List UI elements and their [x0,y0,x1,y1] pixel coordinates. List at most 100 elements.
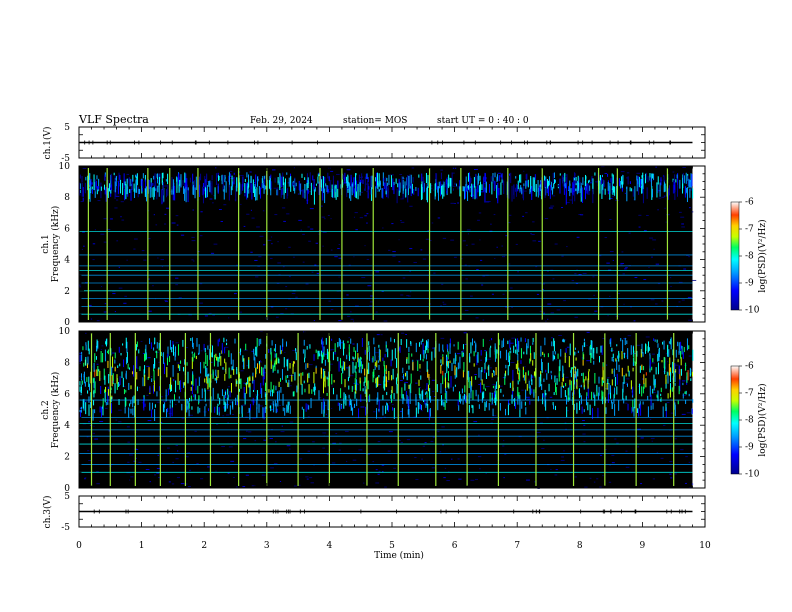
ch1-spectrogram-emission [574,185,576,202]
ch1-spectrogram-noise [536,293,539,295]
ch1-spectrogram-emission [656,182,658,198]
ch2-spectrogram-emission [315,349,317,353]
ch2-spectrogram-emission [669,372,671,383]
ch1-spectrogram-emission [192,173,194,182]
ch2-spectrogram-emission [468,377,470,389]
ch1-spectrogram-noise [334,256,338,258]
ch1-spectrogram-noise [672,171,675,173]
ch1-spectrogram-noise [100,233,105,235]
ch2-spectrogram-emission [473,363,475,367]
ch2-spectrogram-emission [367,380,369,390]
ch1-spectrogram-noise [547,303,552,305]
ch2-spectrogram-emission [357,353,359,363]
ch1-spectrogram-emission [200,173,202,181]
ch1-spectrogram-noise [359,217,363,219]
ch1-spectrogram-noise [148,238,151,240]
ch1-spectrogram-emission [554,179,556,183]
ch2-spectrogram-emission [448,383,450,389]
ch2-spectrogram-emission [467,370,469,380]
ch2-spectrogram-emission [652,388,654,394]
ch2-spectrogram-noise [444,467,447,469]
ch2-spectrogram-emission [334,351,336,355]
ch2-spectrogram-emission [412,361,414,371]
ch2-spectrogram-noise [534,481,536,483]
ch1-spectrogram-noise [688,207,691,209]
ch2-spectrogram-emission [491,373,493,378]
ch2-spectrogram-emission [169,399,171,404]
ch2-spectrogram-emission [359,377,361,384]
ch2-spectrogram-emission [689,367,691,374]
ch1-spectrogram-noise [588,298,592,300]
ch2-spectrogram-emission [204,388,206,392]
ch2-spectrogram-emission [249,408,251,420]
ch2-spectrogram-emission [408,365,410,370]
ch2-spectrogram-emission [167,346,169,357]
ch1-spectrogram-noise [223,185,225,187]
ch1-spectrogram-noise [548,207,553,209]
ch2-spectrogram-emission [217,393,219,399]
ch2-spectrogram-noise [651,440,653,442]
ch2-spectrogram-noise [252,417,256,419]
ch2-spectrogram-emission [529,385,531,396]
ch2-spectrogram-emission [671,387,673,392]
ch2-spectrogram-noise [246,365,249,367]
ch1-spectrogram-emission [471,183,473,198]
ch2-spectrogram-emission [465,394,467,403]
ch1-spectrogram-emission [517,180,519,190]
ch1-spectrogram-emission [457,185,459,190]
ch2-spectrogram-noise [381,464,385,466]
ch1-spectrogram-noise [409,270,411,272]
ch2-spectrogram-noise [340,342,344,344]
ch2-spectrogram-emission [258,361,260,365]
ch2-spectrogram-emission [261,388,263,399]
ch2-spectrogram-emission [586,396,588,406]
ch1-spectrogram-emission [144,188,146,197]
ch2-spectrogram-noise [307,344,310,346]
ch1-spectrogram-emission [663,184,665,193]
ch1-spectrogram-emission [186,178,188,190]
ch2-spectrogram-emission [206,375,208,380]
ch2-spectrogram-emission [360,358,362,362]
ch1-spectrogram-emission [222,186,224,192]
ch2-spectrogram-emission [229,391,231,398]
ch1-spectrogram-noise [576,236,580,238]
ch1-spectrogram-emission [580,188,582,193]
ch2-spectrogram-emission [227,388,229,395]
ch1-spectrogram-noise [678,281,683,283]
ch2-spectrogram-noise [88,460,92,462]
ch2-spectrogram-emission [391,349,393,361]
ch1-spectrogram-emission [306,179,308,184]
ch2-spectrogram-emission [544,395,546,407]
ch2-spectrogram-emission [110,403,112,414]
ch1-spectrogram-noise [103,311,107,313]
ch2-spectrogram-emission [614,387,616,396]
ch2-spectrogram-noise [384,486,387,488]
ch2-spectrogram-emission [680,350,682,359]
ch1-spectrogram-emission [561,175,563,181]
ch2-spectrogram-noise [344,430,349,432]
ch2-spectrogram-emission [457,400,459,406]
ch2-spectrogram-emission [641,386,643,397]
ch2-spectrogram-noise [299,484,301,486]
ch2-spectrogram-emission [148,367,150,379]
ch1-spectrogram-noise [238,311,242,313]
ch2-spectrogram-emission [126,352,128,363]
ch2-spectrogram-emission [304,349,306,359]
ch2-spectrogram-noise [609,464,611,466]
ch1-spectrogram-noise [280,312,284,314]
ch2-spectrogram-emission [583,354,585,360]
ch2-spectrogram-emission [670,337,672,350]
ch2-spectrogram-noise [564,422,567,424]
ch2-spectrogram-emission [235,397,237,406]
ch1-spectrogram-emission [547,186,549,196]
ch2-spectrogram-emission [573,403,575,410]
ch2-spectrogram-emission [99,370,101,381]
ch2-spectrogram-emission [452,386,454,392]
ch2-spectrogram-emission [323,398,325,410]
ch1-spectrogram-emission [335,184,337,200]
ch1-spectrogram-emission [582,187,584,203]
ch2-spectrogram-emission [691,371,693,377]
ch2-spectrogram-noise [323,353,328,355]
ch2-spectrogram-noise [503,477,505,479]
ch2-spectrogram-emission [262,407,264,419]
